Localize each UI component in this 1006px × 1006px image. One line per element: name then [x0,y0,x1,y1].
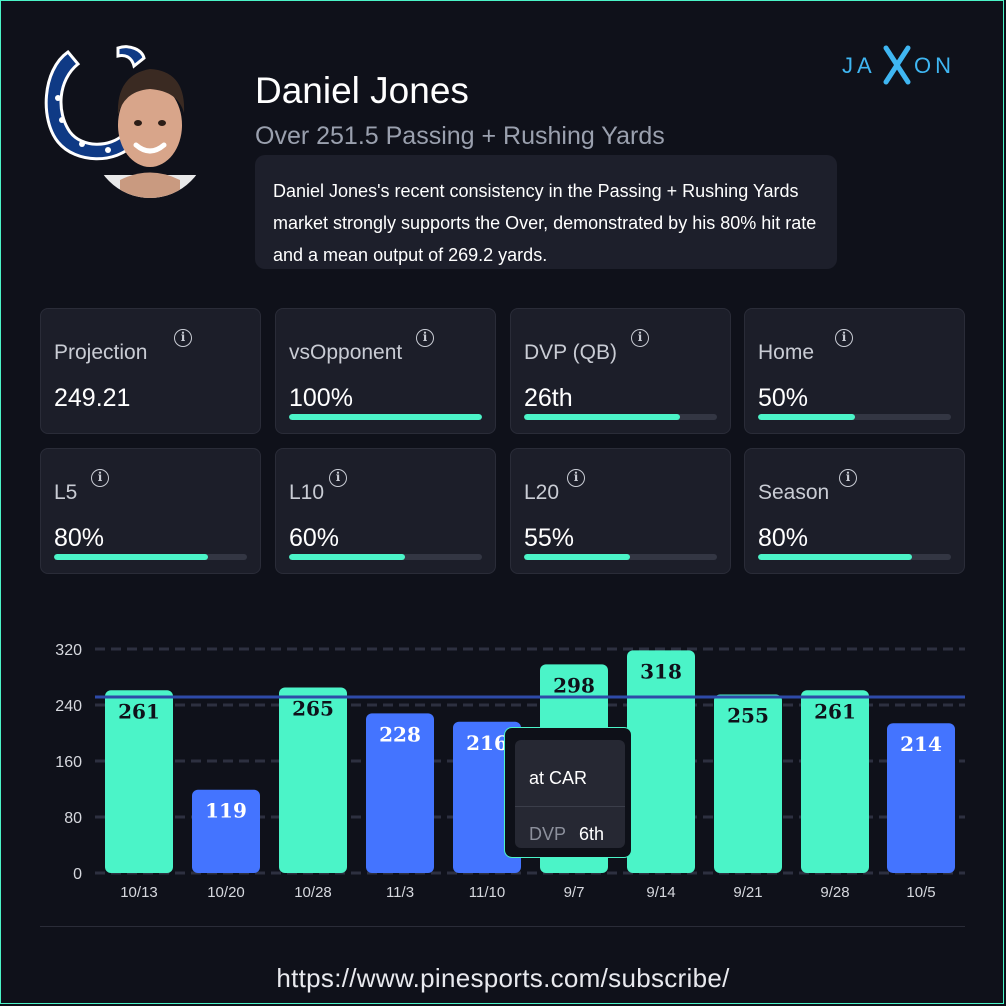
x-tick-label: 11/3 [386,884,414,901]
info-icon[interactable]: i [835,329,853,347]
bar-9/21 [714,694,782,873]
progress-track [758,414,951,420]
bar-value-label: 265 [292,697,334,721]
bar-10/13 [105,690,173,873]
bar-10/20 [192,789,260,873]
bar-value-label: 261 [814,699,856,723]
bar-value-label: 261 [118,699,160,723]
stat-card-4: L5 i 80% [40,448,261,574]
stat-label: Season [758,481,830,504]
stat-card-5: L10 i 60% [275,448,496,574]
stat-value: 100% [289,384,353,412]
progress-fill [289,414,482,420]
stat-value: 26th [524,384,573,412]
stat-card-7: Season i 80% [744,448,965,574]
x-tick-label: 11/10 [469,884,505,901]
info-icon[interactable]: i [416,329,434,347]
stat-value: 80% [758,524,809,552]
stat-card-0: Projection i 249.21 [40,308,261,434]
x-tick-label: 9/21 [733,884,762,901]
stat-value: 80% [54,524,105,552]
progress-track [289,414,482,420]
y-tick-label: 320 [55,642,82,659]
info-icon[interactable]: i [567,469,585,487]
bar-value-label: 214 [900,732,942,756]
footer-divider [40,926,965,927]
progress-track [54,554,247,560]
bar-9/28 [801,690,869,873]
bar-11/3 [366,713,434,873]
bar-value-label: 298 [553,673,595,697]
player-name: Daniel Jones [255,70,469,111]
stat-card-1: vsOpponent i 100% [275,308,496,434]
svg-text:JA: JA [842,53,876,78]
info-icon[interactable]: i [631,329,649,347]
tooltip-dvp-value: 6th [579,824,605,844]
stat-card-2: DVP (QB) i 26th [510,308,731,434]
bar-value-label: 318 [640,659,682,683]
stat-card-6: L20 i 55% [510,448,731,574]
stat-label: Home [758,341,815,364]
y-tick-label: 240 [55,698,82,715]
tooltip-body: at CAR DVP 6th [515,740,625,848]
bar-10/28 [279,687,347,873]
stat-label: L20 [524,481,560,504]
progress-fill [524,554,631,560]
prop-line: Over 251.5 Passing + Rushing Yards [255,122,665,150]
y-tick-label: 160 [55,754,82,771]
game-log-chart: 0 80 160 240 320 261 10/13 119 10/20 265 10/28 228 1… [55,642,965,901]
chart-tooltip: at CAR DVP 6th [504,727,632,858]
bar-value-label: 119 [205,799,247,823]
tooltip-opponent: at CAR [529,768,588,788]
progress-fill [524,414,681,420]
stat-label: Projection [54,341,148,364]
player-avatar [100,69,200,198]
svg-text:ON: ON [914,53,955,78]
progress-fill [54,554,209,560]
stat-label: DVP (QB) [524,341,617,364]
bar-value-label: 255 [727,704,769,728]
tooltip-divider [515,806,625,807]
x-tick-label: 9/7 [564,884,585,901]
stat-label: L5 [54,481,78,504]
info-icon[interactable]: i [329,469,347,487]
footer-url[interactable]: https://www.pinesports.com/subscribe/ [276,963,730,993]
jaxon-logo: JA ON [842,45,955,85]
stat-value: 60% [289,524,340,552]
info-icon[interactable]: i [91,469,109,487]
stat-value: 55% [524,524,575,552]
y-tick-label: 0 [73,866,82,883]
stat-value: 249.21 [54,384,131,412]
x-tick-label: 10/13 [120,884,158,901]
bar-value-label: 228 [379,722,421,746]
summary-card: Daniel Jones's recent consistency in the… [255,155,837,269]
stat-value: 50% [758,384,809,412]
progress-fill [758,554,913,560]
stat-label: vsOpponent [289,341,403,364]
summary-text: Daniel Jones's recent consistency in the… [273,181,817,265]
bar-value-label: 216 [466,731,508,755]
x-tick-label: 10/5 [906,884,935,901]
x-tick-label: 9/14 [646,884,675,901]
stat-card-3: Home i 50% [744,308,965,434]
bar-9/14 [627,650,695,873]
info-icon[interactable]: i [174,329,192,347]
tooltip-dvp-label: DVP [529,824,567,844]
bar-10/5 [887,723,955,873]
progress-track [524,414,717,420]
info-icon[interactable]: i [839,469,857,487]
y-tick-label: 80 [64,810,82,827]
x-tick-label: 10/28 [294,884,332,901]
x-tick-label: 9/28 [820,884,849,901]
progress-track [289,554,482,560]
progress-track [524,554,717,560]
progress-fill [758,414,855,420]
progress-track [758,554,951,560]
progress-fill [289,554,405,560]
stat-label: L10 [289,481,325,504]
x-tick-label: 10/20 [207,884,245,901]
